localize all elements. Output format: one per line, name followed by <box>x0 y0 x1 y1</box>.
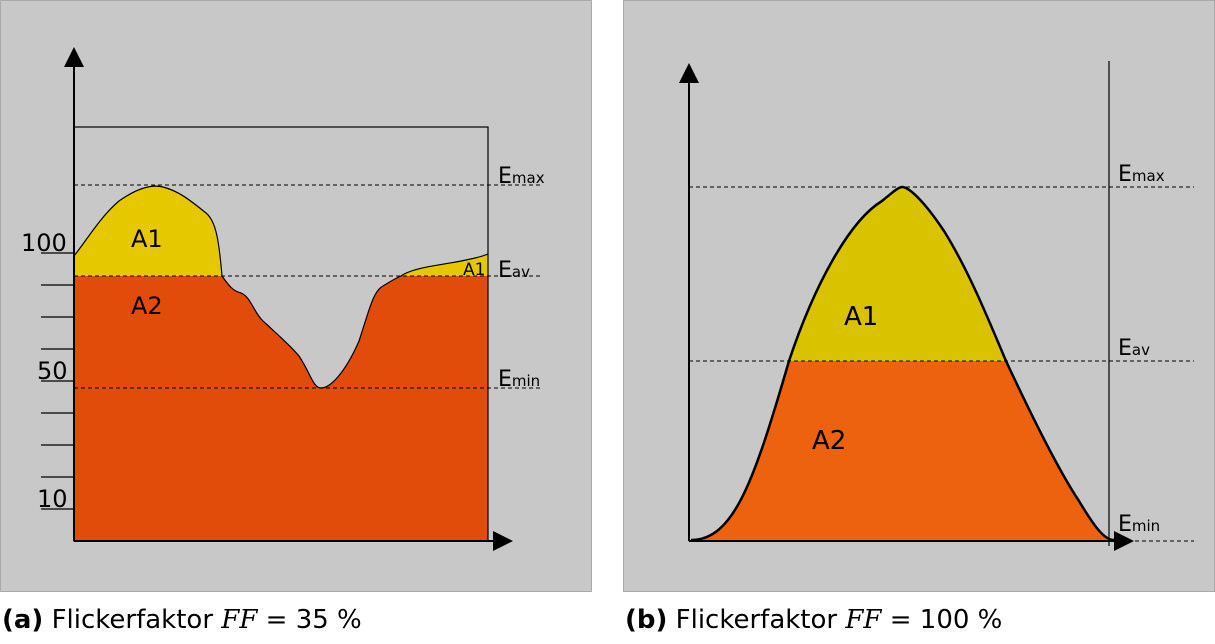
emin-label-a: Emin <box>498 367 540 392</box>
area-a1-fill-b <box>789 187 1006 361</box>
area-a2-label-a: A2 <box>131 292 163 320</box>
signal-curve-a <box>73 185 489 389</box>
signal-curve-b <box>690 185 1115 542</box>
flicker-diagram-b: Emax Eav Emin A1 A2 <box>623 0 1215 592</box>
diagram-b-svg: Emax Eav Emin A1 A2 <box>679 61 1194 551</box>
caption-a: (a) Flickerfaktor FF = 35 % <box>2 605 362 635</box>
caption-text-a: Flickerfaktor <box>51 605 214 635</box>
caption-value-a: = 35 % <box>265 605 362 635</box>
x-axis-arrow-a <box>493 531 513 551</box>
flicker-diagram-a: 100 50 10 Emax Eav Emin A1 A1 A2 <box>0 0 592 592</box>
y-tick-label-100: 100 <box>21 229 67 257</box>
area-a2-label-b: A2 <box>812 426 846 456</box>
y-axis-arrow-b <box>679 63 699 83</box>
area-a1-label-b: A1 <box>844 302 878 332</box>
caption-symbol-b: FF <box>845 605 882 635</box>
diagram-a-svg: 100 50 10 Emax Eav Emin A1 A1 A2 <box>21 47 545 551</box>
caption-symbol-a: FF <box>221 605 258 635</box>
emax-label-b: Emax <box>1118 162 1165 187</box>
emin-label-b: Emin <box>1118 512 1160 537</box>
area-a1-small-label-a: A1 <box>463 260 485 280</box>
caption-text-b: Flickerfaktor <box>675 605 838 635</box>
area-a1-small-fill <box>401 254 488 276</box>
caption-tag-a: (a) <box>2 605 44 635</box>
eav-label-a: Eav <box>498 258 530 283</box>
y-tick-label-50: 50 <box>37 357 68 385</box>
caption-value-b: = 100 % <box>889 605 1003 635</box>
y-tick-label-10: 10 <box>37 485 68 513</box>
y-axis-arrow-a <box>64 47 84 67</box>
emax-label-a: Emax <box>498 164 545 189</box>
y-ticks-a <box>41 252 74 510</box>
caption-tag-b: (b) <box>625 605 668 635</box>
area-a1-label-a: A1 <box>131 225 163 253</box>
area-a2-fill-b <box>691 361 1114 540</box>
caption-b: (b) Flickerfaktor FF = 100 % <box>625 605 1002 635</box>
eav-label-b: Eav <box>1118 336 1150 361</box>
area-a2-fill <box>74 276 488 541</box>
